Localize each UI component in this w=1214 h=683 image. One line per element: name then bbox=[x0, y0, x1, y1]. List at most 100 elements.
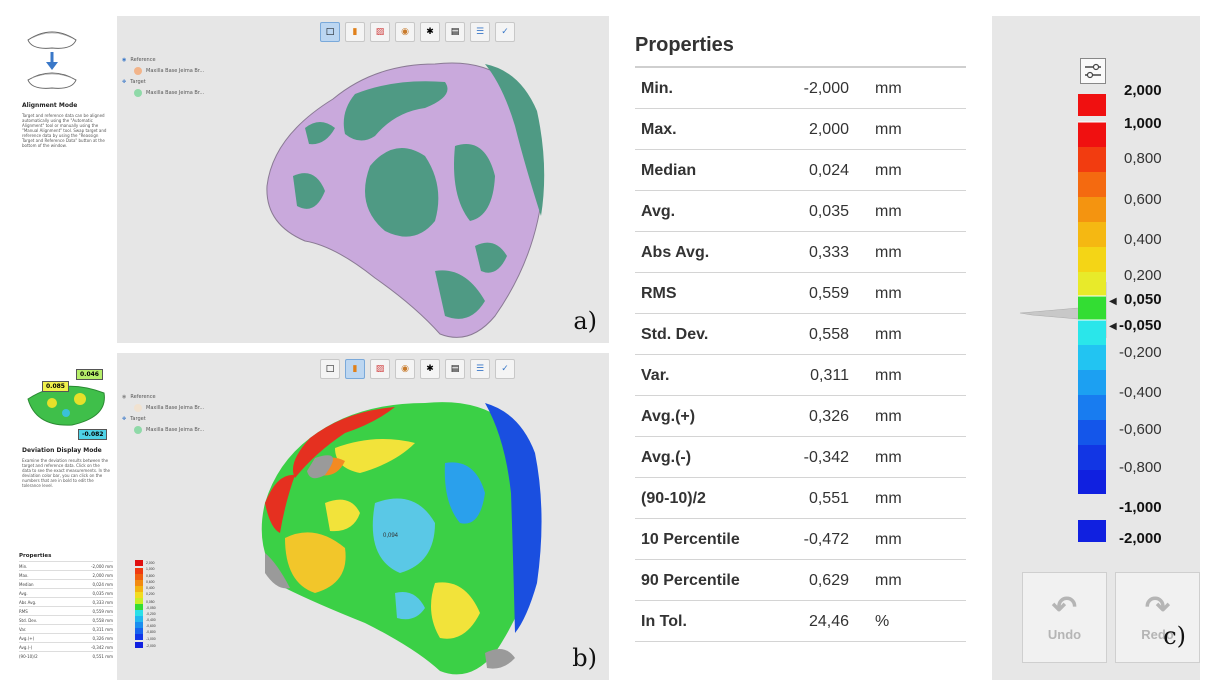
bar-label: -0,400 bbox=[1119, 384, 1162, 401]
tree-reference[interactable]: ◉ Reference bbox=[122, 393, 156, 400]
property-label: Abs Avg. bbox=[641, 244, 710, 261]
settings-icon[interactable]: ☰ bbox=[470, 22, 490, 42]
deviation-icon[interactable]: ▮ bbox=[345, 359, 365, 379]
guide-text: Examine the deviation results between th… bbox=[22, 458, 111, 488]
property-row-90-percentile: 90 Percentile 0,629 mm bbox=[635, 560, 966, 601]
bar-label: -0,600 bbox=[1119, 421, 1162, 438]
bar-label-min[interactable]: -2,000 bbox=[1119, 530, 1162, 547]
property-value: 24,46 bbox=[808, 613, 849, 630]
bar-label: -0,200 bbox=[1119, 344, 1162, 361]
property-label: 90 Percentile bbox=[641, 572, 740, 589]
tree-reference-item[interactable]: Maxilla Base Jeima Br... bbox=[122, 402, 204, 413]
mini-row: Var. 0,311 mm bbox=[19, 624, 113, 633]
mini-row: RMS 0,559 mm bbox=[19, 606, 113, 615]
property-label: In Tol. bbox=[641, 613, 687, 630]
bar-label-tol-upper[interactable]: 0,050 bbox=[1124, 291, 1162, 308]
mini-row: (90-10)/2 0,551 mm bbox=[19, 651, 113, 660]
select-icon[interactable]: □ bbox=[320, 359, 340, 379]
property-row-median: Median 0,024 mm bbox=[635, 150, 966, 191]
aligned-model-view[interactable] bbox=[15, 16, 609, 343]
mini-properties: Properties Min. -2,000 mm Max. 2,000 mm Me… bbox=[19, 553, 113, 660]
property-unit: mm bbox=[875, 408, 902, 425]
tolerance-marker-icon[interactable]: ◀ bbox=[1109, 321, 1117, 332]
bar-label: 0,200 bbox=[1124, 267, 1162, 284]
axis-icon[interactable]: ✱ bbox=[420, 359, 440, 379]
toolbar: □ ▮ ▨ ◉ ✱ ▤ ☰ ✓ bbox=[320, 359, 515, 379]
undo-button[interactable]: ↶ Undo bbox=[1022, 572, 1107, 663]
select-icon[interactable]: □ bbox=[320, 22, 340, 42]
property-label: 10 Percentile bbox=[641, 531, 740, 548]
guide-title: Deviation Display Mode bbox=[22, 447, 102, 454]
deviation-tag: 0.046 bbox=[76, 369, 103, 380]
property-unit: mm bbox=[875, 203, 902, 220]
deviation-model-view[interactable]: 0,094 bbox=[15, 353, 609, 680]
property-unit: mm bbox=[875, 162, 902, 179]
tree-target-item[interactable]: Maxilla Base Jeima Br... bbox=[122, 87, 204, 98]
property-value: -2,000 bbox=[803, 80, 849, 97]
cross-section-icon[interactable]: ▨ bbox=[370, 22, 390, 42]
check-icon[interactable]: ✓ bbox=[495, 22, 515, 42]
toolbar: □ ▮ ▨ ◉ ✱ ▤ ☰ ✓ bbox=[320, 22, 515, 42]
property-row-avg: Avg. 0,035 mm bbox=[635, 191, 966, 232]
property-label: Var. bbox=[641, 367, 670, 384]
property-label: Min. bbox=[641, 80, 673, 97]
tolerance-block[interactable] bbox=[1078, 296, 1106, 320]
mini-bar-label: -1,000 bbox=[146, 637, 156, 641]
property-row-in-tol: In Tol. 24,46% bbox=[635, 601, 966, 642]
property-unit: mm bbox=[875, 490, 902, 507]
compare-icon[interactable]: ◉ bbox=[395, 22, 415, 42]
property-value: 0,333 bbox=[808, 244, 849, 261]
bar-label: 0,600 bbox=[1124, 191, 1162, 208]
mini-row: Avg.(+) 0,326 mm bbox=[19, 633, 113, 642]
tree-target[interactable]: ✥ Target bbox=[122, 415, 146, 422]
mini-row: Median 0,024 mm bbox=[19, 579, 113, 588]
check-icon[interactable]: ✓ bbox=[495, 359, 515, 379]
property-label: Avg.(-) bbox=[641, 449, 692, 466]
deviation-icon[interactable]: ▮ bbox=[345, 22, 365, 42]
property-value: 0,551 bbox=[808, 490, 849, 507]
guide-title: Alignment Mode bbox=[22, 102, 78, 109]
alignment-mode-screen: Alignment Mode Target and reference data… bbox=[15, 16, 609, 343]
mini-bar-label: -0,800 bbox=[146, 630, 156, 634]
sliders-icon[interactable] bbox=[1080, 58, 1106, 84]
tree-reference[interactable]: ◉ Reference bbox=[122, 56, 156, 63]
tolerance-marker-icon[interactable]: ◀ bbox=[1109, 296, 1117, 307]
redo-icon: ↷ bbox=[1144, 591, 1171, 624]
axis-icon[interactable]: ✱ bbox=[420, 22, 440, 42]
bar-label-upper[interactable]: 1,000 bbox=[1124, 115, 1162, 132]
under-tolerance-block[interactable] bbox=[1078, 520, 1106, 542]
mini-bar-label: 0,200 bbox=[146, 592, 155, 596]
settings-icon[interactable]: ☰ bbox=[470, 359, 490, 379]
property-label: (90-10)/2 bbox=[641, 490, 706, 507]
property-row-std-dev: Std. Dev. 0,558 mm bbox=[635, 314, 966, 355]
deviation-illustration: 0.085 0.046 -0.082 bbox=[22, 359, 110, 441]
report-icon[interactable]: ▤ bbox=[445, 359, 465, 379]
tree-target-item[interactable]: Maxilla Base Jeima Br... bbox=[122, 424, 204, 435]
property-row-90-10: (90-10)/2 0,551 mm bbox=[635, 478, 966, 519]
bar-label-tol-lower[interactable]: -0,050 bbox=[1119, 317, 1162, 334]
report-icon[interactable]: ▤ bbox=[445, 22, 465, 42]
property-value: 2,000 bbox=[808, 121, 849, 138]
redo-button[interactable]: ↷ Redo bbox=[1115, 572, 1200, 663]
data-color-dot bbox=[134, 425, 142, 434]
tree-target[interactable]: ✥ Target bbox=[122, 78, 146, 85]
bar-label: -0,800 bbox=[1119, 459, 1162, 476]
properties-divider bbox=[635, 66, 966, 68]
eye-icon: ◉ bbox=[122, 393, 127, 400]
bar-label-max[interactable]: 2,000 bbox=[1124, 82, 1162, 99]
cross-section-icon[interactable]: ▨ bbox=[370, 359, 390, 379]
bar-label-lower[interactable]: -1,000 bbox=[1119, 499, 1162, 516]
deviation-color-bar[interactable] bbox=[1078, 88, 1108, 568]
deviation-tag: -0.082 bbox=[78, 429, 108, 440]
over-tolerance-block[interactable] bbox=[1078, 94, 1106, 116]
tree-reference-item[interactable]: Maxilla Base Jeima Br... bbox=[122, 65, 204, 76]
measure-point-label[interactable]: 0,094 bbox=[383, 533, 399, 539]
property-unit: mm bbox=[875, 531, 902, 548]
undo-icon: ↶ bbox=[1051, 591, 1078, 624]
compare-icon[interactable]: ◉ bbox=[395, 359, 415, 379]
mini-bar-label: -0,400 bbox=[146, 618, 156, 622]
mini-bar-label: -2,000 bbox=[146, 644, 156, 648]
property-unit: mm bbox=[875, 326, 902, 343]
move-icon: ✥ bbox=[122, 78, 127, 85]
guide-panel: Alignment Mode Target and reference data… bbox=[15, 16, 117, 343]
